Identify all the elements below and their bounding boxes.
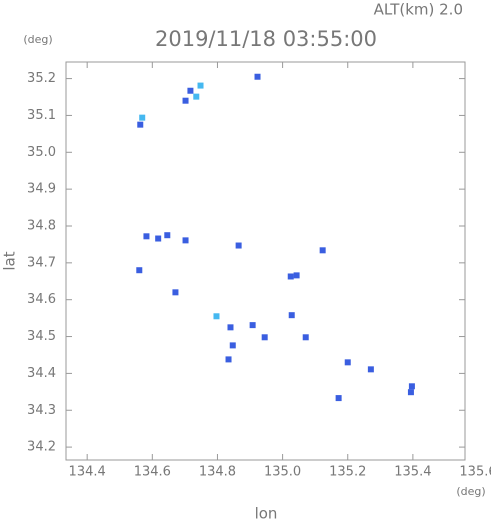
y-tick-label: 34.9 — [27, 182, 56, 197]
echo-point — [155, 235, 162, 242]
y-tick-label: 34.5 — [27, 329, 56, 344]
y-tick-label: 34.8 — [27, 218, 56, 233]
echo-point — [182, 237, 189, 244]
y-tick-label: 34.6 — [27, 292, 56, 307]
y-tick-label: 34.3 — [27, 403, 56, 418]
y-tick-label: 35.1 — [27, 108, 56, 123]
y-tick-label: 35.0 — [27, 145, 56, 160]
echo-point — [137, 121, 144, 128]
chart-subtitle: ALT(km) 2.0 — [374, 1, 463, 19]
y-tick-label: 34.7 — [27, 255, 56, 270]
echo-point — [319, 247, 326, 254]
y-tick-label: 35.2 — [27, 71, 56, 86]
echo-point — [287, 273, 294, 280]
x-unit: (deg) — [456, 485, 485, 498]
echo-point — [249, 322, 256, 329]
echo-point — [136, 267, 143, 274]
echo-point — [302, 334, 309, 341]
plot-frame — [65, 61, 466, 461]
y-axis-label: lat — [1, 251, 19, 270]
echo-point — [235, 242, 242, 249]
x-axis-label: lon — [255, 505, 278, 521]
x-tick-label: 135.2 — [329, 465, 366, 480]
chart-title: 2019/11/18 03:55:00 — [155, 27, 377, 51]
echo-point — [187, 87, 194, 94]
echo-point — [229, 342, 236, 349]
echo-point — [344, 359, 351, 366]
echo-point — [288, 312, 295, 319]
x-tick-label: 135.6 — [459, 465, 491, 480]
echo-point — [172, 289, 179, 296]
echo-point — [408, 383, 415, 390]
echo-point — [225, 356, 232, 363]
echo-point — [139, 114, 146, 121]
echo-point — [407, 389, 414, 396]
y-tick-label: 34.4 — [27, 366, 56, 381]
echo-point — [213, 313, 220, 320]
echo-point — [261, 334, 268, 341]
x-tick-label: 134.8 — [199, 465, 236, 480]
y-tick-label: 34.2 — [27, 440, 56, 455]
echo-point — [254, 73, 261, 80]
x-tick-label: 134.6 — [134, 465, 171, 480]
echo-point — [197, 82, 204, 89]
echo-point — [335, 395, 342, 402]
echo-point — [227, 324, 234, 331]
echo-point — [143, 233, 150, 240]
x-tick-label: 134.4 — [69, 465, 106, 480]
echo-point — [182, 97, 189, 104]
x-tick-label: 135.4 — [394, 465, 431, 480]
echo-point — [164, 232, 171, 239]
x-tick-label: 135.0 — [264, 465, 301, 480]
echo-point — [367, 366, 374, 373]
echo-point — [293, 272, 300, 279]
y-unit: (deg) — [23, 33, 52, 46]
echo-point — [193, 93, 200, 100]
